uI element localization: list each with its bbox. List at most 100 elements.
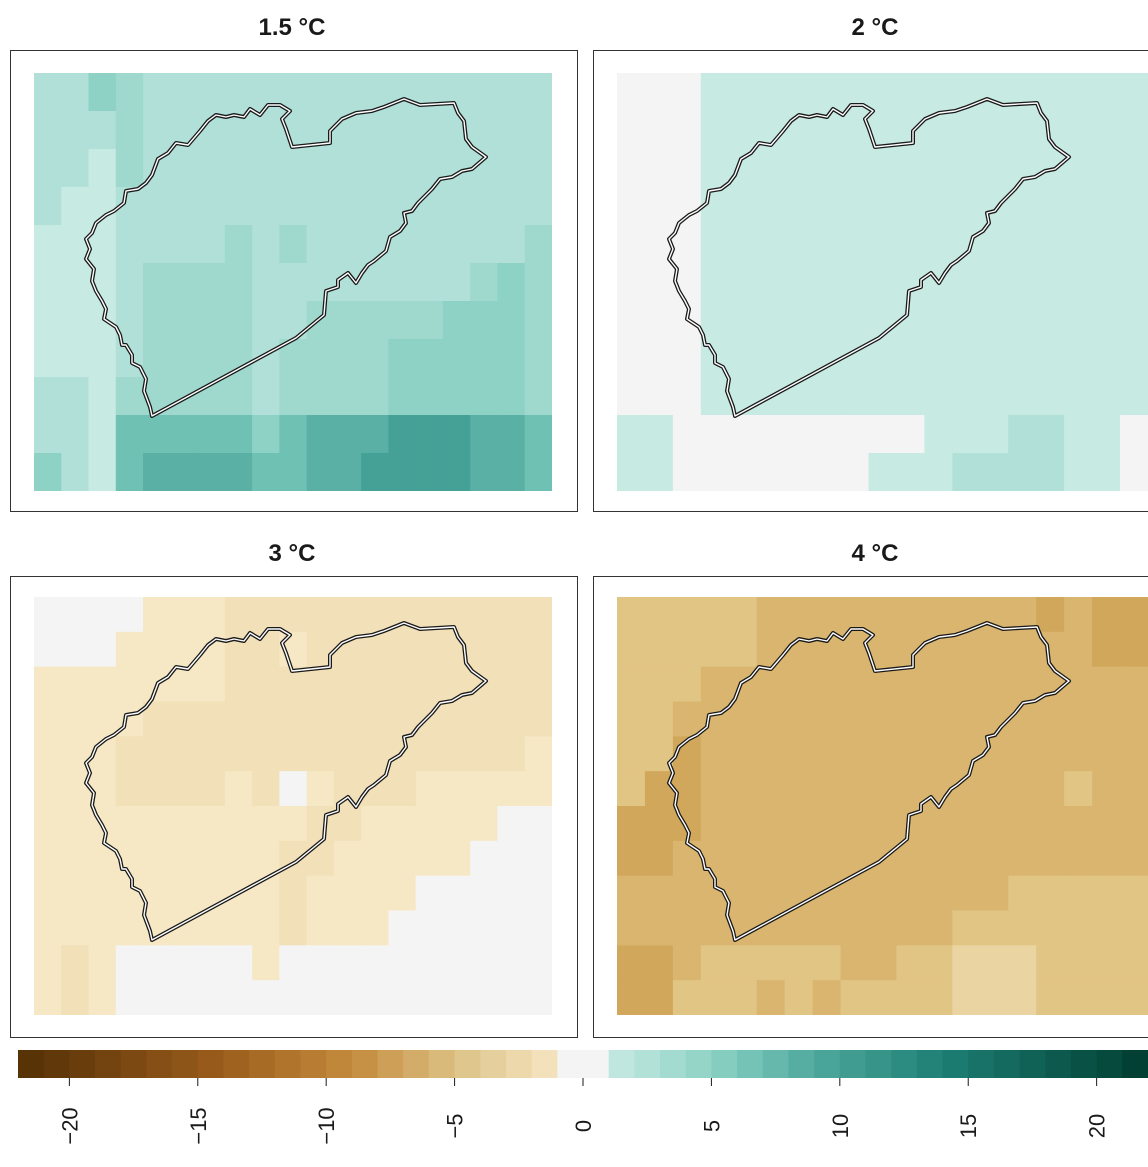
raster-cell xyxy=(644,910,674,946)
colorbar-swatch xyxy=(865,1050,892,1078)
raster-cell xyxy=(252,263,280,302)
raster-cell xyxy=(924,875,953,912)
raster-cell xyxy=(1092,111,1121,150)
raster-cell xyxy=(306,453,335,491)
raster-cell xyxy=(672,666,702,703)
raster-cell xyxy=(388,377,417,416)
raster-cell xyxy=(442,701,471,737)
raster-cell xyxy=(333,980,362,1015)
raster-cell xyxy=(333,225,362,264)
raster-cell xyxy=(896,453,926,491)
raster-cell xyxy=(415,453,444,491)
raster-cell xyxy=(1008,736,1037,772)
colorbar-swatch xyxy=(505,1050,533,1078)
raster-cell xyxy=(728,339,758,378)
raster-cell xyxy=(524,149,552,188)
raster-cell xyxy=(952,263,981,302)
raster-cell xyxy=(470,453,499,491)
raster-cell xyxy=(812,806,842,842)
raster-cell xyxy=(812,415,842,454)
raster-cell xyxy=(415,806,444,842)
panel-title-2c: 2 °C xyxy=(851,14,899,41)
raster-cell xyxy=(415,301,444,340)
raster-cell xyxy=(143,73,171,112)
raster-cell xyxy=(700,806,730,842)
raster-cell xyxy=(143,263,171,302)
raster-cell xyxy=(1120,73,1148,112)
colorbar-swatch xyxy=(968,1050,995,1078)
raster-cell xyxy=(143,597,171,633)
raster-cell xyxy=(497,910,526,946)
raster-cell xyxy=(896,701,926,737)
raster-cell xyxy=(524,806,552,842)
raster-cell xyxy=(812,453,842,491)
raster-cell xyxy=(1036,225,1065,264)
raster-cell xyxy=(279,597,308,633)
raster-cell xyxy=(1064,73,1093,112)
raster-cell xyxy=(1092,736,1121,772)
colorbar-swatch xyxy=(43,1050,70,1078)
raster-cell xyxy=(784,910,814,946)
raster-cell xyxy=(1120,945,1148,981)
raster-cell xyxy=(784,666,814,703)
raster-cell xyxy=(1092,149,1121,188)
raster-cell xyxy=(980,875,1009,912)
raster-cell xyxy=(524,597,552,633)
raster-cell xyxy=(361,980,390,1015)
raster-cell xyxy=(1092,187,1121,226)
raster-cell xyxy=(333,840,362,877)
raster-cell xyxy=(672,631,702,668)
raster-cell xyxy=(1036,453,1065,491)
colorbar-tick-label: 5 xyxy=(699,1120,724,1132)
raster-cell xyxy=(415,771,444,807)
raster-cell xyxy=(784,225,814,264)
raster-cell xyxy=(756,263,786,302)
raster-cell xyxy=(524,225,552,264)
raster-cell xyxy=(143,980,171,1015)
raster-cell xyxy=(1008,263,1037,302)
raster-cell xyxy=(361,875,390,912)
raster-cell xyxy=(728,187,758,226)
raster-cell xyxy=(306,701,335,737)
raster-cell xyxy=(361,149,390,188)
raster-cell xyxy=(1120,225,1148,264)
raster-cell xyxy=(868,945,898,981)
region-boundary-inner xyxy=(668,622,1070,941)
raster-cell xyxy=(388,945,417,981)
raster-cell xyxy=(115,149,144,188)
raster-cell xyxy=(617,666,646,703)
raster-cell xyxy=(952,149,981,188)
raster-cell xyxy=(1120,111,1148,150)
raster-cell xyxy=(197,875,226,912)
raster-cell xyxy=(442,225,471,264)
raster-cell xyxy=(170,339,199,378)
raster-cell xyxy=(306,980,335,1015)
raster-cell xyxy=(143,771,171,807)
raster-cell xyxy=(617,980,646,1015)
raster-cell xyxy=(896,980,926,1015)
raster-cell xyxy=(1092,631,1121,668)
raster-cell xyxy=(1120,415,1148,454)
raster-cell xyxy=(728,875,758,912)
raster-cell xyxy=(868,453,898,491)
raster-cell xyxy=(252,701,280,737)
raster-cell xyxy=(1064,187,1093,226)
raster-cell xyxy=(952,339,981,378)
colorbar-swatch xyxy=(814,1050,841,1078)
raster-cell xyxy=(470,701,499,737)
raster-cell xyxy=(306,736,335,772)
raster-cell xyxy=(924,225,953,264)
raster-cell xyxy=(896,73,926,112)
raster-cell xyxy=(672,111,702,150)
raster-cell xyxy=(617,187,646,226)
raster-cell xyxy=(644,806,674,842)
raster-cell xyxy=(470,771,499,807)
raster-cell xyxy=(143,453,171,491)
raster-cell xyxy=(279,771,308,807)
raster-cell xyxy=(388,73,417,112)
colorbar-tick-label: −15 xyxy=(186,1107,211,1144)
raster-cell xyxy=(224,910,253,946)
raster-cell xyxy=(524,415,552,454)
raster-cell xyxy=(1092,263,1121,302)
raster-cell xyxy=(442,980,471,1015)
